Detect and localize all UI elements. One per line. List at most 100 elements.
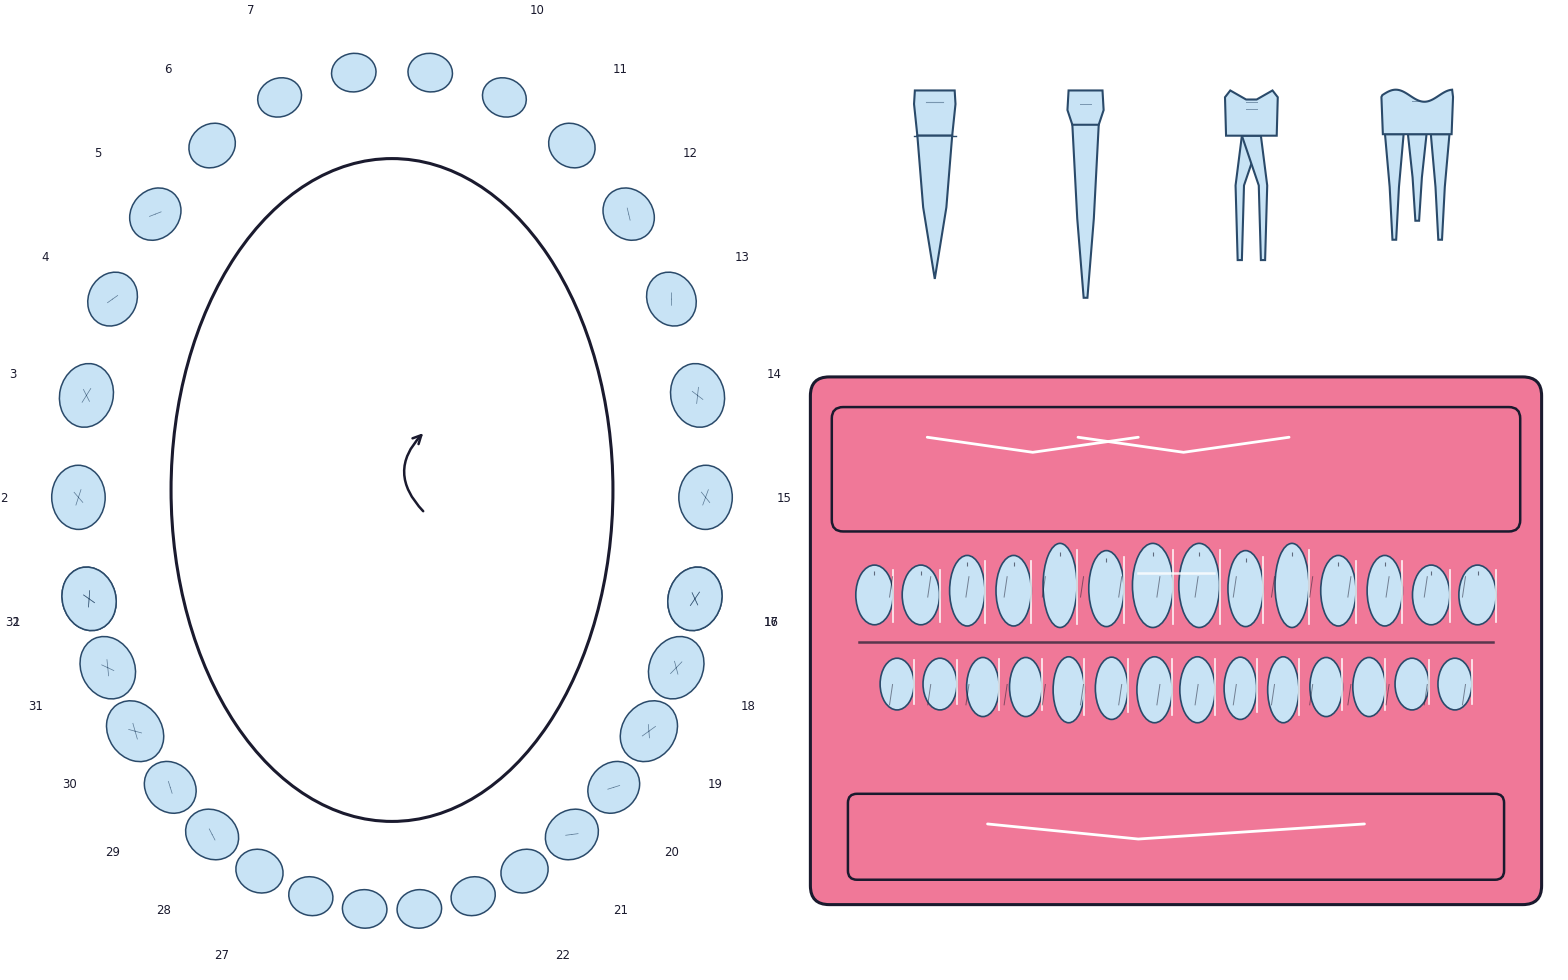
Ellipse shape bbox=[171, 159, 613, 821]
Ellipse shape bbox=[996, 556, 1032, 626]
Polygon shape bbox=[1385, 134, 1403, 240]
Text: 31: 31 bbox=[28, 701, 44, 713]
Text: 2: 2 bbox=[0, 493, 8, 506]
Text: 4: 4 bbox=[42, 251, 49, 264]
Ellipse shape bbox=[1225, 658, 1256, 719]
Ellipse shape bbox=[144, 761, 196, 813]
Ellipse shape bbox=[549, 123, 596, 168]
Ellipse shape bbox=[1267, 657, 1298, 723]
Text: 19: 19 bbox=[707, 778, 723, 791]
Ellipse shape bbox=[1137, 657, 1173, 723]
Text: 18: 18 bbox=[740, 701, 756, 713]
Ellipse shape bbox=[500, 850, 549, 893]
Ellipse shape bbox=[397, 890, 442, 928]
Ellipse shape bbox=[588, 761, 640, 813]
Text: 14: 14 bbox=[767, 368, 782, 381]
Ellipse shape bbox=[235, 850, 284, 893]
Text: 30: 30 bbox=[63, 778, 77, 791]
Polygon shape bbox=[1225, 90, 1278, 135]
Ellipse shape bbox=[88, 272, 138, 326]
Ellipse shape bbox=[1367, 556, 1402, 626]
Ellipse shape bbox=[679, 466, 732, 529]
Text: 12: 12 bbox=[682, 147, 698, 160]
Ellipse shape bbox=[621, 701, 677, 761]
Ellipse shape bbox=[1275, 543, 1309, 627]
Ellipse shape bbox=[1054, 657, 1085, 723]
Ellipse shape bbox=[130, 188, 180, 240]
FancyBboxPatch shape bbox=[831, 407, 1521, 531]
Ellipse shape bbox=[1320, 556, 1356, 626]
Ellipse shape bbox=[1309, 658, 1342, 716]
Ellipse shape bbox=[950, 556, 985, 626]
Ellipse shape bbox=[1096, 658, 1127, 719]
Text: 3: 3 bbox=[9, 368, 17, 381]
Ellipse shape bbox=[604, 188, 654, 240]
Ellipse shape bbox=[1043, 543, 1077, 627]
Ellipse shape bbox=[1396, 659, 1428, 710]
Ellipse shape bbox=[63, 567, 116, 630]
Text: 22: 22 bbox=[555, 949, 569, 961]
Text: 7: 7 bbox=[246, 5, 254, 18]
Ellipse shape bbox=[966, 658, 999, 716]
Ellipse shape bbox=[257, 77, 301, 117]
Polygon shape bbox=[1432, 134, 1449, 240]
Ellipse shape bbox=[646, 272, 696, 326]
Polygon shape bbox=[1381, 90, 1454, 134]
Ellipse shape bbox=[856, 565, 894, 625]
Text: 20: 20 bbox=[665, 847, 679, 859]
FancyBboxPatch shape bbox=[848, 794, 1504, 880]
Ellipse shape bbox=[1438, 659, 1472, 710]
Ellipse shape bbox=[1088, 551, 1124, 626]
Ellipse shape bbox=[1353, 658, 1386, 716]
Ellipse shape bbox=[1413, 565, 1450, 625]
Polygon shape bbox=[1242, 135, 1267, 260]
Polygon shape bbox=[1408, 134, 1427, 220]
Ellipse shape bbox=[188, 123, 235, 168]
Ellipse shape bbox=[107, 701, 163, 761]
Ellipse shape bbox=[1010, 658, 1043, 716]
Text: 5: 5 bbox=[94, 147, 102, 160]
Text: 28: 28 bbox=[157, 904, 171, 917]
Ellipse shape bbox=[902, 565, 939, 625]
Ellipse shape bbox=[52, 466, 105, 529]
Ellipse shape bbox=[1458, 565, 1496, 625]
Ellipse shape bbox=[452, 877, 495, 915]
Text: 17: 17 bbox=[764, 616, 779, 629]
Text: 29: 29 bbox=[105, 847, 119, 859]
Text: 27: 27 bbox=[215, 949, 229, 961]
Ellipse shape bbox=[289, 877, 332, 915]
Text: 6: 6 bbox=[163, 63, 171, 76]
Ellipse shape bbox=[1179, 657, 1215, 723]
Text: 11: 11 bbox=[613, 63, 627, 76]
Text: 13: 13 bbox=[735, 251, 750, 264]
Ellipse shape bbox=[668, 567, 721, 630]
Ellipse shape bbox=[671, 364, 724, 427]
Ellipse shape bbox=[185, 809, 238, 859]
Text: 16: 16 bbox=[764, 616, 779, 629]
Polygon shape bbox=[914, 90, 955, 135]
Ellipse shape bbox=[546, 809, 599, 859]
Ellipse shape bbox=[880, 659, 914, 710]
Ellipse shape bbox=[342, 890, 387, 928]
Ellipse shape bbox=[649, 637, 704, 699]
Polygon shape bbox=[1073, 124, 1099, 298]
Ellipse shape bbox=[1228, 551, 1264, 626]
Text: 32: 32 bbox=[5, 616, 20, 629]
Ellipse shape bbox=[63, 567, 116, 630]
Text: 1: 1 bbox=[13, 616, 20, 629]
Ellipse shape bbox=[1179, 543, 1220, 627]
Ellipse shape bbox=[408, 53, 453, 92]
Ellipse shape bbox=[483, 77, 527, 117]
Polygon shape bbox=[1236, 135, 1261, 260]
Ellipse shape bbox=[331, 53, 376, 92]
Ellipse shape bbox=[1132, 543, 1173, 627]
Ellipse shape bbox=[924, 659, 956, 710]
Ellipse shape bbox=[80, 637, 135, 699]
Ellipse shape bbox=[668, 567, 721, 630]
Ellipse shape bbox=[60, 364, 113, 427]
Polygon shape bbox=[1068, 90, 1104, 139]
Text: 21: 21 bbox=[613, 904, 627, 917]
FancyBboxPatch shape bbox=[811, 377, 1541, 905]
Text: 15: 15 bbox=[776, 493, 792, 506]
Text: 10: 10 bbox=[530, 5, 544, 18]
